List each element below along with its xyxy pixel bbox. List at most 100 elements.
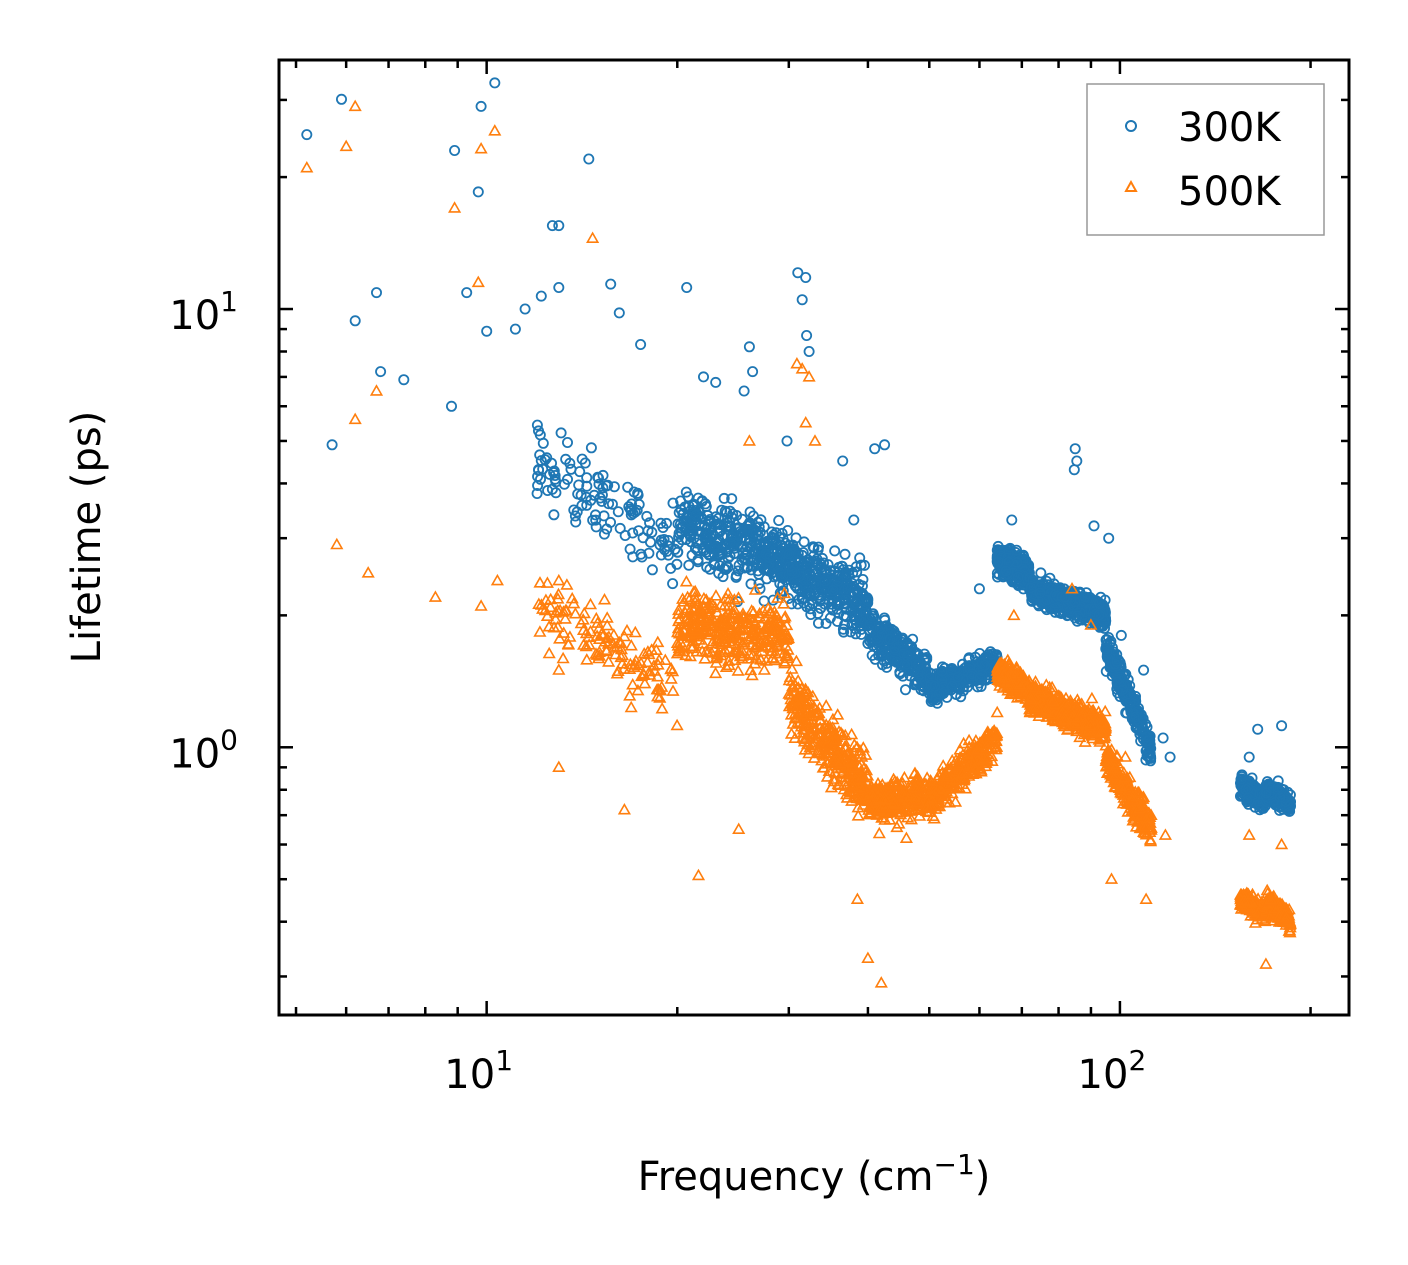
point-300k: [792, 598, 804, 610]
point-300k: [509, 323, 521, 335]
point-300k: [974, 672, 986, 684]
point-300k: [449, 144, 461, 156]
point-300k: [608, 481, 620, 493]
point-300k: [375, 366, 387, 378]
point-300k: [827, 604, 839, 616]
point-300k: [1088, 520, 1100, 532]
point-300k: [1069, 443, 1081, 455]
point-300k: [936, 665, 948, 677]
point-300k: [855, 628, 867, 640]
point-300k: [603, 498, 615, 510]
point-300k: [946, 680, 958, 692]
point-300k: [744, 506, 756, 518]
point-300k: [301, 129, 313, 141]
point-300k: [884, 633, 896, 645]
point-300k: [878, 643, 890, 655]
point-300k: [936, 673, 948, 685]
point-300k: [541, 452, 553, 464]
point-300k: [721, 530, 733, 542]
point-300k: [562, 436, 574, 448]
point-300k: [669, 543, 681, 555]
point-300k: [764, 552, 776, 564]
point-300k: [912, 659, 924, 671]
point-300k: [929, 680, 941, 692]
point-300k: [755, 514, 767, 526]
point-300k: [842, 583, 854, 595]
point-300k: [791, 582, 803, 594]
point-300k: [743, 341, 755, 353]
point-300k: [933, 688, 945, 700]
point-300k: [699, 531, 711, 543]
point-300k: [1103, 532, 1115, 544]
point-300k: [613, 307, 625, 319]
point-300k: [680, 486, 692, 498]
point-300k: [838, 626, 850, 638]
point-300k: [370, 287, 382, 299]
point-300k: [667, 497, 679, 509]
point-300k: [760, 537, 772, 549]
point-300k: [646, 564, 658, 576]
point-300k: [555, 427, 567, 439]
point-300k: [894, 668, 906, 680]
point-300k: [876, 629, 888, 641]
point-300k: [461, 287, 473, 299]
point-300k: [335, 93, 347, 105]
point-300k: [683, 559, 695, 571]
point-300k: [748, 524, 760, 536]
point-300k: [1252, 723, 1264, 735]
point-300k: [957, 685, 969, 697]
point-300k: [714, 519, 726, 531]
point-300k: [897, 637, 909, 649]
point-300k: [579, 457, 591, 469]
point-300k: [952, 671, 964, 683]
point-300k: [572, 488, 584, 500]
point-300k: [696, 495, 708, 507]
point-300k: [781, 435, 793, 447]
point-300k: [537, 437, 549, 449]
point-300k: [601, 523, 613, 535]
point-300k: [815, 602, 827, 614]
point-300k: [845, 626, 857, 638]
point-300k: [532, 479, 544, 491]
point-300k: [597, 469, 609, 481]
point-300k: [1006, 514, 1018, 526]
point-300k: [1243, 751, 1255, 763]
point-300k: [531, 487, 543, 499]
point-300k: [746, 553, 758, 565]
point-300k: [766, 531, 778, 543]
point-300k: [737, 547, 749, 559]
point-300k: [710, 376, 722, 388]
point-300k: [810, 578, 822, 590]
point-300k: [857, 574, 869, 586]
point-300k: [724, 550, 736, 562]
point-300k: [901, 650, 913, 662]
point-300k: [790, 532, 802, 544]
point-300k: [531, 419, 543, 431]
point-300k: [596, 489, 608, 501]
point-300k: [814, 592, 826, 604]
point-300k: [879, 439, 891, 451]
point-300k: [973, 583, 985, 595]
point-300k: [755, 538, 767, 550]
point-300k: [1068, 464, 1080, 476]
point-300k: [850, 628, 862, 640]
point-300k: [546, 220, 558, 232]
point-300k: [986, 648, 998, 660]
point-300k: [585, 442, 597, 454]
point-300k: [979, 659, 991, 671]
point-300k: [704, 563, 716, 575]
point-300k: [800, 271, 812, 283]
point-300k: [553, 220, 565, 232]
point-300k: [560, 453, 572, 465]
point-300k: [692, 556, 704, 568]
point-300k: [767, 594, 779, 606]
point-300k: [643, 547, 655, 559]
point-300k: [773, 515, 785, 527]
point-300k: [851, 566, 863, 578]
point-300k: [1138, 664, 1150, 676]
point-300k: [836, 560, 848, 572]
point-300k: [698, 371, 710, 383]
point-300k: [626, 498, 638, 510]
point-300k: [789, 580, 801, 592]
point-300k: [837, 455, 849, 467]
